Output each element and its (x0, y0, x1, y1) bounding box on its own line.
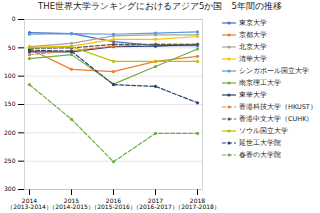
html-text:南京理工大学: 南京理工大学 (239, 79, 281, 87)
svg-text:2018（2017-2018）: 2018（2017-2018） (175, 197, 220, 211)
html-text:清華大学: 清華大学 (239, 55, 267, 63)
html-text:春香の大学院: 春香の大学院 (239, 151, 281, 159)
html-text:東京大学: 東京大学 (239, 19, 267, 27)
html-text:東華大学: 東華大学 (239, 91, 267, 99)
svg-text:200: 200 (4, 129, 16, 136)
html-text:THE世界大学ランキングにおけるアジア5か国 5年間の推移: THE世界大学ランキングにおけるアジア5か国 5年間の推移 (38, 1, 282, 11)
html-text:ソウル国立大学: ソウル国立大学 (239, 127, 288, 135)
svg-text:2016（2015-2016）: 2016（2015-2016） (91, 197, 136, 211)
html-text:香港科技大学（HKUST）: 香港科技大学（HKUST） (239, 103, 317, 111)
svg-text:2015（2014-2015）: 2015（2014-2015） (49, 197, 94, 211)
svg-text:0: 0 (12, 15, 16, 22)
html-text:延世工大学院: 延世工大学院 (239, 139, 281, 147)
html-text:京都大学: 京都大学 (239, 31, 267, 39)
svg-text:50: 50 (8, 44, 16, 51)
svg-text:150: 150 (4, 100, 16, 107)
svg-text:250: 250 (4, 157, 16, 164)
svg-text:2017（2016-2017）: 2017（2016-2017） (133, 197, 178, 211)
html-text:シンガポール国立大学: シンガポール国立大学 (239, 67, 309, 75)
svg-text:2014（2013-2014）: 2014（2013-2014） (7, 197, 52, 211)
html-text:北京大学: 北京大学 (239, 43, 267, 51)
svg-text:100: 100 (4, 72, 16, 79)
html-text:香港中文大学（CUHK）: 香港中文大学（CUHK） (239, 115, 314, 123)
svg-text:300: 300 (4, 185, 16, 192)
